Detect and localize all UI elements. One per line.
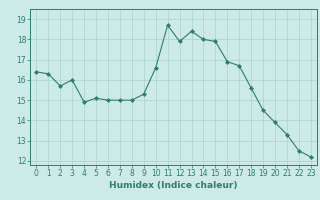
- X-axis label: Humidex (Indice chaleur): Humidex (Indice chaleur): [109, 181, 238, 190]
